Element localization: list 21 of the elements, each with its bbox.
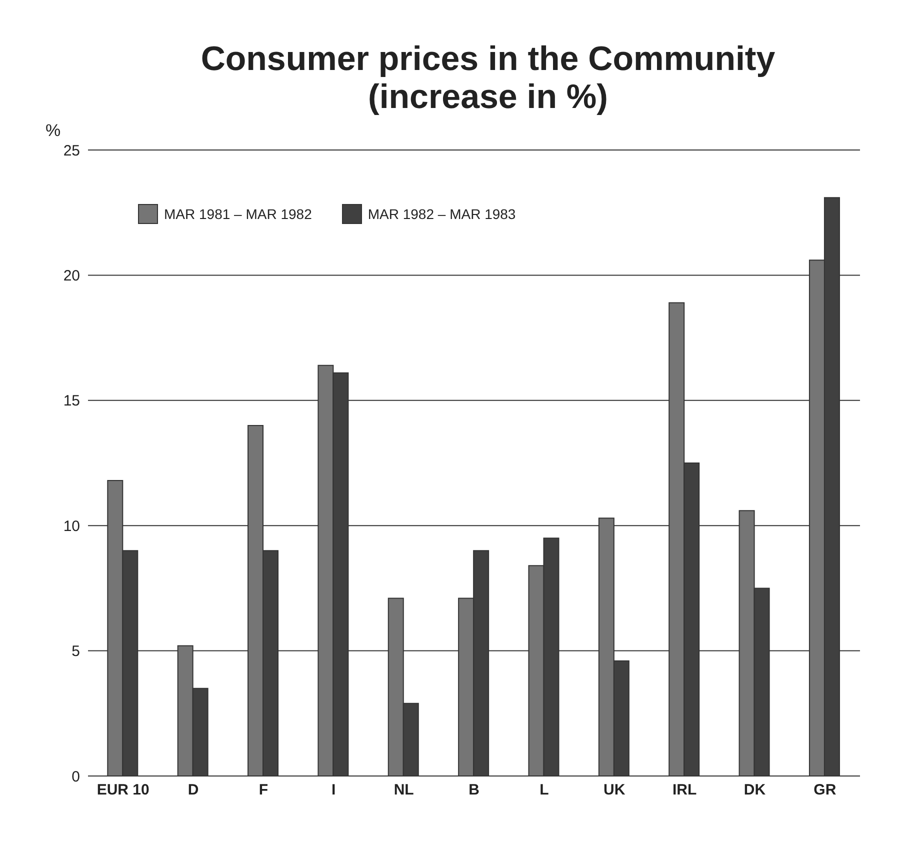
x-tick-label: DK: [744, 782, 766, 799]
chart-title: Consumer prices in the Community (increase in %): [200, 40, 776, 116]
x-tick-label: IRL: [672, 782, 697, 799]
x-tick-label: NL: [394, 782, 414, 799]
x-tick-label: B: [468, 782, 480, 799]
y-axis-title: %: [45, 121, 61, 140]
x-tick-label: UK: [604, 782, 626, 799]
y-tick-label: 5: [72, 643, 80, 660]
x-tick-label: GR: [814, 782, 836, 799]
legend-label: MAR 1982 – MAR 1983: [368, 206, 516, 222]
x-tick-label: D: [188, 782, 199, 799]
x-tick-label: EUR 10: [96, 782, 150, 799]
x-tick-label: F: [258, 782, 268, 799]
y-tick-label: 0: [72, 768, 80, 786]
y-tick-label: 15: [63, 392, 80, 410]
y-tick-label: 10: [63, 518, 80, 535]
x-tick-label: L: [540, 782, 549, 799]
x-tick-label: I: [332, 782, 336, 799]
y-tick-label: 20: [63, 268, 80, 285]
y-tick-label: 25: [63, 142, 80, 160]
legend-label: MAR 1981 – MAR 1982: [164, 206, 312, 222]
